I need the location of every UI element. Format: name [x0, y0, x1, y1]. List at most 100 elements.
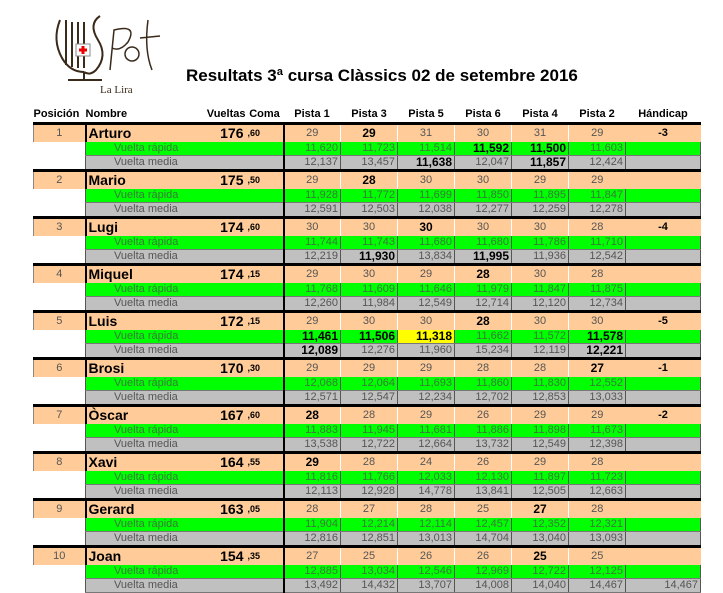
lap-time-cell: 12,928	[340, 484, 398, 500]
lap-time-cell: 11,928	[283, 189, 341, 203]
lap-time-cell: 12,546	[397, 565, 455, 579]
track-laps-cell: 29	[511, 169, 569, 189]
row-label: Vuelta media	[85, 484, 285, 500]
lap-time-cell: 11,898	[511, 424, 569, 438]
average-lap-row: Vuelta media 12,113 12,928 14,778 13,841 12,5…	[33, 484, 701, 500]
lap-time-cell: 12,137	[283, 155, 341, 171]
handicap-time-cell	[625, 189, 701, 203]
handicap-cell: -5	[625, 310, 701, 330]
track-laps-cell: 27	[568, 357, 626, 377]
track-laps-cell: 29	[568, 169, 626, 189]
driver-row: 1 Arturo 176,60 29 29 31 30 31 29 -3	[33, 122, 701, 142]
handicap-time-cell	[625, 471, 701, 485]
track-laps-cell: 28	[568, 451, 626, 471]
track-laps-cell: 29	[397, 404, 455, 424]
lap-time-cell: 11,723	[340, 142, 398, 156]
lap-time-cell: 12,722	[511, 565, 569, 579]
handicap-time-cell	[625, 484, 701, 500]
empty-cell	[33, 189, 86, 203]
track-laps-cell: 29	[511, 451, 569, 471]
track-laps-cell: 25	[511, 545, 569, 565]
handicap-time-cell	[625, 296, 701, 312]
track-laps-cell: 28	[340, 451, 398, 471]
lap-time-cell: 11,710	[568, 236, 626, 250]
empty-cell	[33, 202, 86, 218]
lap-time-cell: 12,114	[397, 518, 455, 532]
average-lap-row: Vuelta media 12,137 13,457 11,638 12,047 11,8…	[33, 155, 701, 171]
row-label: Vuelta rápida	[85, 424, 285, 438]
laps-total: 163	[195, 498, 246, 518]
driver-name: Mario	[84, 169, 196, 189]
average-lap-row: Vuelta media 13,538 12,722 12,664 13,732 12,5…	[33, 437, 701, 453]
lap-time-cell: 12,591	[283, 202, 341, 218]
lap-time-cell: 12,047	[454, 155, 512, 171]
laps-fraction: ,55	[245, 451, 285, 471]
lap-time-cell: 12,542	[568, 249, 626, 265]
row-label: Vuelta rápida	[85, 236, 285, 250]
lap-time-cell: 11,699	[397, 189, 455, 203]
handicap-time-cell	[625, 424, 701, 438]
lap-time-cell: 11,816	[283, 471, 341, 485]
empty-cell	[33, 343, 86, 359]
track-laps-cell: 25	[340, 545, 398, 565]
track-laps-cell: 28	[568, 216, 626, 236]
lap-time-cell: 12,734	[568, 296, 626, 312]
lap-time-cell: 11,930	[340, 249, 398, 265]
row-label: Vuelta media	[85, 390, 285, 406]
row-label: Vuelta media	[85, 343, 285, 359]
column-header: Posición	[33, 107, 80, 120]
lap-time-cell: 11,766	[340, 471, 398, 485]
lap-time-cell: 12,398	[568, 437, 626, 453]
lap-time-cell: 11,895	[511, 189, 569, 203]
handicap-time-cell	[625, 343, 701, 359]
track-laps-cell: 28	[340, 404, 398, 424]
lap-time-cell: 11,945	[340, 424, 398, 438]
track-laps-cell: 29	[568, 122, 626, 142]
lap-time-cell: 11,514	[397, 142, 455, 156]
laps-total: 167	[195, 404, 246, 424]
lap-time-cell: 12,214	[340, 518, 398, 532]
empty-cell	[33, 236, 86, 250]
lap-time-cell: 12,885	[283, 565, 341, 579]
driver-row: 3 Lugi 174,60 30 30 30 30 30 28 -4	[33, 216, 701, 236]
lap-time-cell: 11,984	[340, 296, 398, 312]
lap-time-cell: 11,318	[397, 330, 455, 344]
track-laps-cell: 30	[454, 169, 512, 189]
laps-fraction: ,15	[245, 310, 285, 330]
lap-time-cell: 11,904	[283, 518, 341, 532]
lap-time-cell: 12,259	[511, 202, 569, 218]
lap-time-cell: 14,778	[397, 484, 455, 500]
column-header: Vueltas	[206, 107, 246, 120]
track-laps-cell: 28	[454, 310, 512, 330]
logo-subtitle: La Lira	[100, 84, 133, 96]
lap-time-cell: 13,040	[511, 531, 569, 547]
driver-name: Arturo	[84, 122, 196, 142]
lap-time-cell: 12,714	[454, 296, 512, 312]
position-cell: 7	[33, 404, 86, 424]
position-cell: 4	[33, 263, 86, 283]
track-laps-cell: 30	[397, 310, 455, 330]
handicap-time-cell	[625, 565, 701, 579]
lap-time-cell: 13,834	[397, 249, 455, 265]
lap-time-cell: 11,857	[511, 155, 569, 171]
track-laps-cell: 29	[511, 404, 569, 424]
track-laps-cell: 29	[283, 451, 341, 471]
row-label: Vuelta media	[85, 249, 285, 265]
track-laps-cell: 30	[397, 216, 455, 236]
track-laps-cell: 30	[454, 216, 512, 236]
lap-time-cell: 11,995	[454, 249, 512, 265]
track-laps-cell: 28	[283, 404, 341, 424]
handicap-cell	[625, 451, 701, 471]
handicap-cell	[625, 169, 701, 189]
track-laps-cell: 29	[283, 169, 341, 189]
track-laps-cell: 30	[397, 169, 455, 189]
lyre-logo-icon	[55, 15, 161, 81]
lap-time-cell: 12,722	[340, 437, 398, 453]
lap-time-cell: 12,064	[340, 377, 398, 391]
empty-cell	[33, 578, 86, 593]
track-laps-cell: 27	[283, 545, 341, 565]
handicap-time-cell	[625, 236, 701, 250]
handicap-time-cell	[625, 437, 701, 453]
empty-cell	[33, 565, 86, 579]
lap-time-cell: 11,768	[283, 283, 341, 297]
